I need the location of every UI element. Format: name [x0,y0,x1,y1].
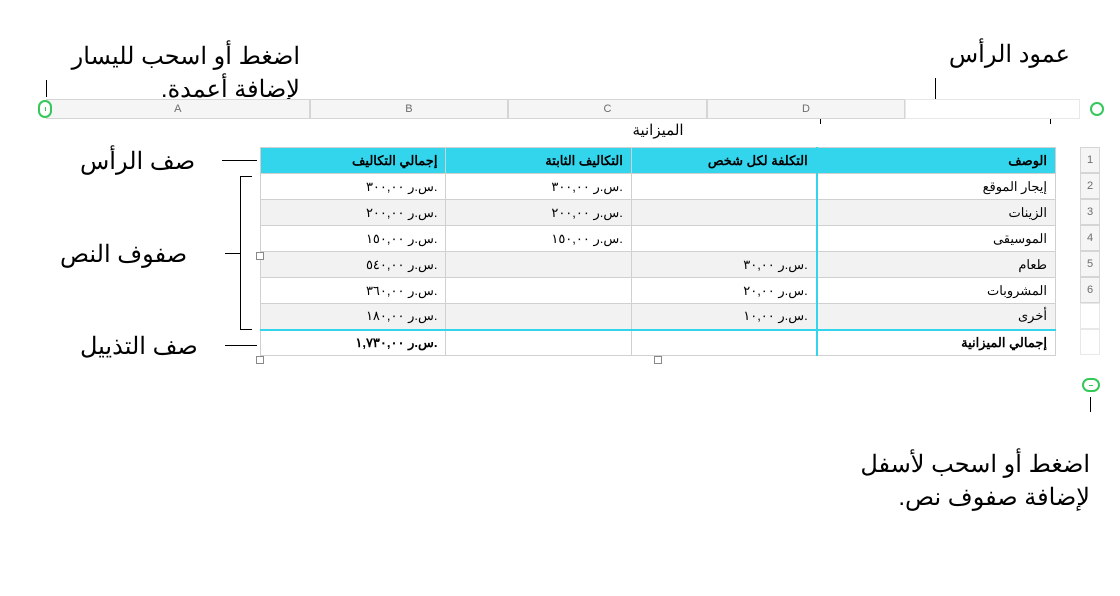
callout-header-row-text: صف الرأس [80,148,195,175]
selection-handle[interactable] [256,356,264,364]
cell-fixed[interactable] [446,304,631,330]
cell-fixed[interactable] [446,252,631,278]
budget-table[interactable]: الوصف التكلفة لكل شخص التكاليف الثابتة إ… [260,147,1056,356]
header-row: الوصف التكلفة لكل شخص التكاليف الثابتة إ… [261,148,1056,174]
table-row: الزينات ٢٠٠,٠٠ ر.س. ٢٠٠,٠٠ ر.س. [261,200,1056,226]
cell-total[interactable]: ١٥٠,٠٠ ر.س. [261,226,446,252]
table-row: الموسيقى ١٥٠,٠٠ ر.س. ١٥٠,٠٠ ر.س. [261,226,1056,252]
column-letter-bar: A B C D [46,99,1080,119]
cell-fixed[interactable] [446,278,631,304]
callout-body-rows: صفوف النص [60,238,230,272]
th-total[interactable]: إجمالي التكاليف [261,148,446,174]
footer-row: إجمالي الميزانية ١,٧٣٠,٠٠ ر.س. [261,330,1056,356]
col-letter-empty [905,99,1080,119]
cell-per[interactable] [631,200,816,226]
callout-add-rows-text: اضغط أو اسحب لأسفل لإضافة صفوف نص. [860,451,1090,512]
callout-header-column: عمود الرأس [770,38,1070,72]
th-desc[interactable]: الوصف [817,148,1056,174]
table-origin-handle[interactable] [1090,102,1104,116]
callout-line [225,345,257,346]
callout-footer-row: صف التذييل [80,330,250,364]
callout-line [222,160,257,161]
col-letter-d[interactable]: D [707,99,906,119]
callout-line [225,253,240,254]
spreadsheet-table: الميزانية الوصف التكلفة لكل شخص التكاليف… [260,121,1056,356]
callout-line [1090,397,1091,412]
row-num-1[interactable]: 1 [1080,147,1100,173]
add-row-handle[interactable] [1082,378,1100,392]
table-title: الميزانية [260,121,1056,139]
callout-add-columns: اضغط أو اسحب لليسار لإضافة أعمدة. [20,6,300,107]
table-row: طعام ٣٠,٠٠ ر.س. ٥٤٠,٠٠ ر.س. [261,252,1056,278]
row-number-bar: 1 2 3 4 5 6 [1080,147,1100,355]
cell-per[interactable] [631,226,816,252]
cell-desc[interactable]: طعام [817,252,1056,278]
cell-total[interactable]: ١٨٠,٠٠ ر.س. [261,304,446,330]
cell-total[interactable]: ٥٤٠,٠٠ ر.س. [261,252,446,278]
th-per[interactable]: التكلفة لكل شخص [631,148,816,174]
cell-desc[interactable]: الموسيقى [817,226,1056,252]
cell-desc[interactable]: إيجار الموقع [817,174,1056,200]
row-num-blank-1[interactable] [1080,303,1100,329]
callout-body-rows-text: صفوف النص [60,241,187,268]
cell-per[interactable] [631,330,816,356]
cell-per[interactable]: ١٠,٠٠ ر.س. [631,304,816,330]
row-num-blank-2[interactable] [1080,329,1100,355]
row-num-5[interactable]: 5 [1080,251,1100,277]
callout-footer-row-text: صف التذييل [80,333,198,360]
th-fixed[interactable]: التكاليف الثابتة [446,148,631,174]
cell-desc[interactable]: إجمالي الميزانية [817,330,1056,356]
selection-handle[interactable] [256,252,264,260]
cell-fixed[interactable]: ٢٠٠,٠٠ ر.س. [446,200,631,226]
cell-fixed[interactable] [446,330,631,356]
callout-header-row: صف الرأس [80,145,250,179]
cell-total[interactable]: ١,٧٣٠,٠٠ ر.س. [261,330,446,356]
cell-fixed[interactable]: ٣٠٠,٠٠ ر.س. [446,174,631,200]
cell-per[interactable]: ٣٠,٠٠ ر.س. [631,252,816,278]
cell-total[interactable]: ٣٦٠,٠٠ ر.س. [261,278,446,304]
callout-line [46,80,47,97]
cell-fixed[interactable]: ١٥٠,٠٠ ر.س. [446,226,631,252]
cell-per[interactable]: ٢٠,٠٠ ر.س. [631,278,816,304]
selection-handle[interactable] [654,356,662,364]
col-letter-a[interactable]: A [46,99,310,119]
callout-add-rows: اضغط أو اسحب لأسفل لإضافة صفوف نص. [770,414,1090,515]
row-num-4[interactable]: 4 [1080,225,1100,251]
callout-add-columns-text: اضغط أو اسحب لليسار لإضافة أعمدة. [72,43,300,104]
add-column-handle[interactable] [38,100,52,118]
cell-total[interactable]: ٢٠٠,٠٠ ر.س. [261,200,446,226]
table-row: إيجار الموقع ٣٠٠,٠٠ ر.س. ٣٠٠,٠٠ ر.س. [261,174,1056,200]
table-row: المشروبات ٢٠,٠٠ ر.س. ٣٦٠,٠٠ ر.س. [261,278,1056,304]
cell-per[interactable] [631,174,816,200]
cell-total[interactable]: ٣٠٠,٠٠ ر.س. [261,174,446,200]
cell-desc[interactable]: المشروبات [817,278,1056,304]
callout-header-column-text: عمود الرأس [949,41,1070,68]
table-row: أخرى ١٠,٠٠ ر.س. ١٨٠,٠٠ ر.س. [261,304,1056,330]
row-num-2[interactable]: 2 [1080,173,1100,199]
cell-desc[interactable]: الزينات [817,200,1056,226]
callout-bracket [240,176,252,330]
row-num-6[interactable]: 6 [1080,277,1100,303]
col-letter-b[interactable]: B [310,99,509,119]
row-num-3[interactable]: 3 [1080,199,1100,225]
cell-desc[interactable]: أخرى [817,304,1056,330]
col-letter-c[interactable]: C [508,99,707,119]
